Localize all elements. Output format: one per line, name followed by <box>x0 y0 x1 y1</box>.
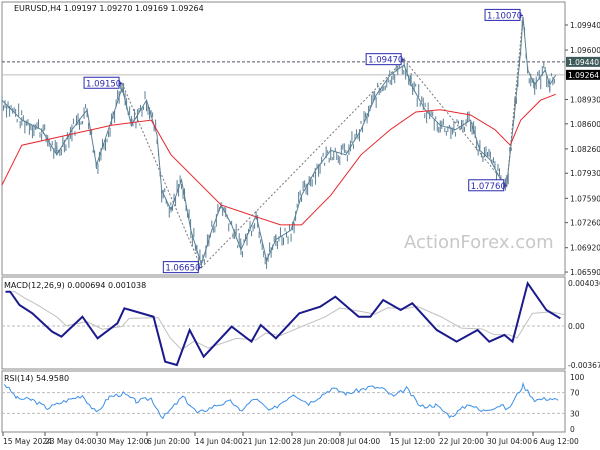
annotation-box <box>468 179 505 192</box>
annotation-box <box>484 8 521 21</box>
x-tick-label: 22 Jul 20:00 <box>439 437 484 446</box>
y-tick-label: 1.07590 <box>570 194 600 203</box>
rsi-y-tick-label: 70 <box>570 389 580 398</box>
y-tick-label: 1.06920 <box>570 244 600 253</box>
x-tick-label: 23 May 04:00 <box>45 437 97 446</box>
annotation-label: 1.09150 <box>86 79 121 89</box>
rsi-y-tick-label: 30 <box>570 409 580 418</box>
y-tick-label: 1.07260 <box>570 219 600 228</box>
annotation-label: 1.09470 <box>368 56 403 66</box>
macd-y-tick-label: 0.00 <box>568 322 585 331</box>
macd-line <box>5 280 561 367</box>
rsi-line <box>3 381 559 420</box>
x-tick-label: 28 Jun 20:00 <box>292 437 340 446</box>
zigzag-line <box>200 59 405 268</box>
y-tick-label: 1.09600 <box>570 46 600 55</box>
zigzag-line <box>403 59 508 187</box>
x-tick-label: 8 Jul 04:00 <box>340 437 380 446</box>
y-tick-label: 1.08600 <box>570 120 600 129</box>
x-tick-label: 15 Jul 12:00 <box>390 437 435 446</box>
x-tick-label: 21 Jun 12:00 <box>243 437 291 446</box>
zigzag-line <box>506 15 524 186</box>
annotation-label: 1.07760 <box>471 182 506 192</box>
level-price-tag-label: 1.09440 <box>568 58 599 67</box>
annotation-box <box>83 76 120 89</box>
y-tick-label: 1.08260 <box>570 145 600 154</box>
macd-y-tick-label: -0.00367 <box>568 361 600 370</box>
macd-header: MACD(12,26,9) 0.000694 0.001038 <box>4 281 146 290</box>
main-chart-header: EURUSD,H4 1.09197 1.09270 1.09169 1.0926… <box>14 4 204 13</box>
x-tick-label: 6 Aug 12:00 <box>533 437 579 446</box>
macd-panel <box>1 276 566 370</box>
y-tick-label: 1.09940 <box>570 21 600 30</box>
annotation-label: 1.10070 <box>487 11 522 21</box>
moving-average-line <box>1 93 556 226</box>
annotation-box <box>365 53 402 66</box>
x-tick-label: 30 Jul 04:00 <box>487 437 532 446</box>
watermark: ActionForex.com <box>404 232 554 253</box>
rsi-y-tick-label: 100 <box>570 373 585 382</box>
y-tick-label: 1.06590 <box>570 268 600 277</box>
x-tick-label: 14 Jun 04:00 <box>195 437 243 446</box>
x-tick-label: 15 May 2024 <box>3 437 52 446</box>
current-price-tag-label: 1.09264 <box>568 71 599 80</box>
annotation-label: 1.06650 <box>165 264 200 274</box>
x-tick-label: 6 Jun 20:00 <box>147 437 190 446</box>
macd-y-tick-label: 0.004036 <box>568 279 600 288</box>
y-tick-label: 1.07930 <box>570 169 600 178</box>
x-tick-label: 30 May 12:00 <box>97 437 149 446</box>
rsi-header: RSI(14) 54.9580 <box>4 374 69 383</box>
rsi-y-tick-label: 0 <box>570 425 575 434</box>
main-panel <box>1 1 566 276</box>
y-tick-label: 1.08930 <box>570 95 600 104</box>
annotation-box <box>162 261 199 274</box>
macd-signal-line <box>10 291 566 351</box>
zigzag-line <box>121 83 202 268</box>
current-price-tag <box>566 69 600 80</box>
level-price-tag <box>566 56 600 67</box>
